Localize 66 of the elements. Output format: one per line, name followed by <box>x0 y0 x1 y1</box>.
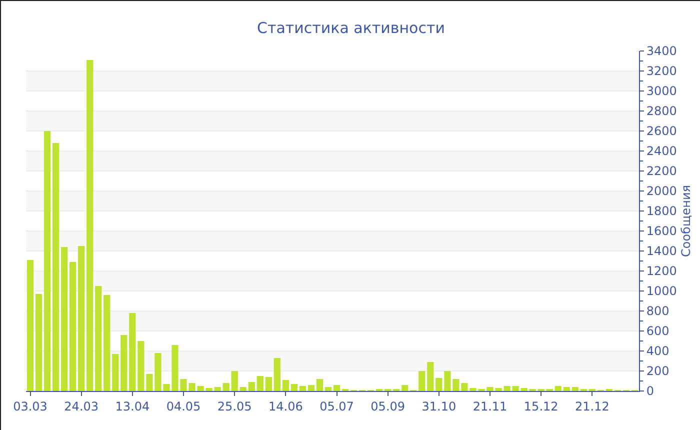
x-tick-label: 03.03 <box>13 399 48 414</box>
bar <box>112 354 119 391</box>
y-tick-label: 2000 <box>646 184 677 198</box>
bar <box>324 387 332 391</box>
bar <box>248 382 255 391</box>
y-tick-label: 600 <box>646 324 670 338</box>
bar <box>95 286 102 391</box>
y-tick-label: 3400 <box>646 44 677 58</box>
bar <box>26 260 34 391</box>
bar <box>436 378 442 391</box>
bar <box>418 371 426 391</box>
bar <box>222 383 230 391</box>
bar <box>333 385 340 391</box>
bar <box>78 246 85 391</box>
y-tick-label: 3200 <box>646 64 677 78</box>
y-tick-label: 400 <box>646 344 670 358</box>
y-tick-label: 2800 <box>646 104 677 118</box>
y-tick-label: 2400 <box>646 144 677 158</box>
bar <box>563 387 570 391</box>
y-tick-label: 1000 <box>646 284 677 298</box>
bar <box>316 379 324 391</box>
y-axis-title: Сообщения <box>678 184 693 258</box>
x-tick-label: 05.07 <box>320 399 354 414</box>
x-tick-label: 15.12 <box>524 399 558 414</box>
y-tick-label: 1800 <box>646 204 677 218</box>
bar <box>299 386 306 391</box>
bar <box>572 387 578 391</box>
bar <box>52 143 60 391</box>
bar <box>240 387 246 391</box>
y-tick-label: 2600 <box>646 124 677 138</box>
x-tick-label: 21.11 <box>472 399 508 414</box>
bar <box>44 131 51 391</box>
bar <box>308 385 315 391</box>
x-tick-label: 21.12 <box>574 399 610 414</box>
x-tick-label: 05.09 <box>370 399 406 414</box>
x-tick-label: 24.03 <box>64 399 99 414</box>
bar <box>282 380 289 391</box>
bar <box>35 294 42 391</box>
bar <box>104 295 110 391</box>
x-tick-label: 13.04 <box>115 399 150 414</box>
x-tick-label: 25.05 <box>217 399 252 414</box>
x-tick-label: 14.06 <box>268 399 303 414</box>
bar <box>70 262 76 391</box>
y-tick-label: 0 <box>646 384 654 398</box>
bar <box>231 371 238 391</box>
bar <box>86 60 94 391</box>
bar <box>554 386 562 391</box>
bar <box>274 358 280 391</box>
bar <box>265 377 272 391</box>
bar <box>427 362 434 391</box>
bar <box>129 313 136 391</box>
bar <box>60 247 68 391</box>
y-tick-label: 1200 <box>646 264 677 278</box>
y-tick-label: 3000 <box>646 84 677 98</box>
bar <box>120 335 128 391</box>
bar <box>402 385 408 391</box>
y-tick-label: 200 <box>646 364 670 378</box>
y-tick-label: 1600 <box>646 224 677 238</box>
y-tick-label: 800 <box>646 304 670 318</box>
chart-title: Статистика активности <box>257 19 445 37</box>
bar <box>290 384 298 391</box>
y-tick-label: 2200 <box>646 164 677 178</box>
x-tick-label: 31.10 <box>422 399 456 414</box>
y-tick-label: 1400 <box>646 244 677 258</box>
x-tick-label: 04.05 <box>166 399 201 414</box>
bar <box>256 376 264 391</box>
